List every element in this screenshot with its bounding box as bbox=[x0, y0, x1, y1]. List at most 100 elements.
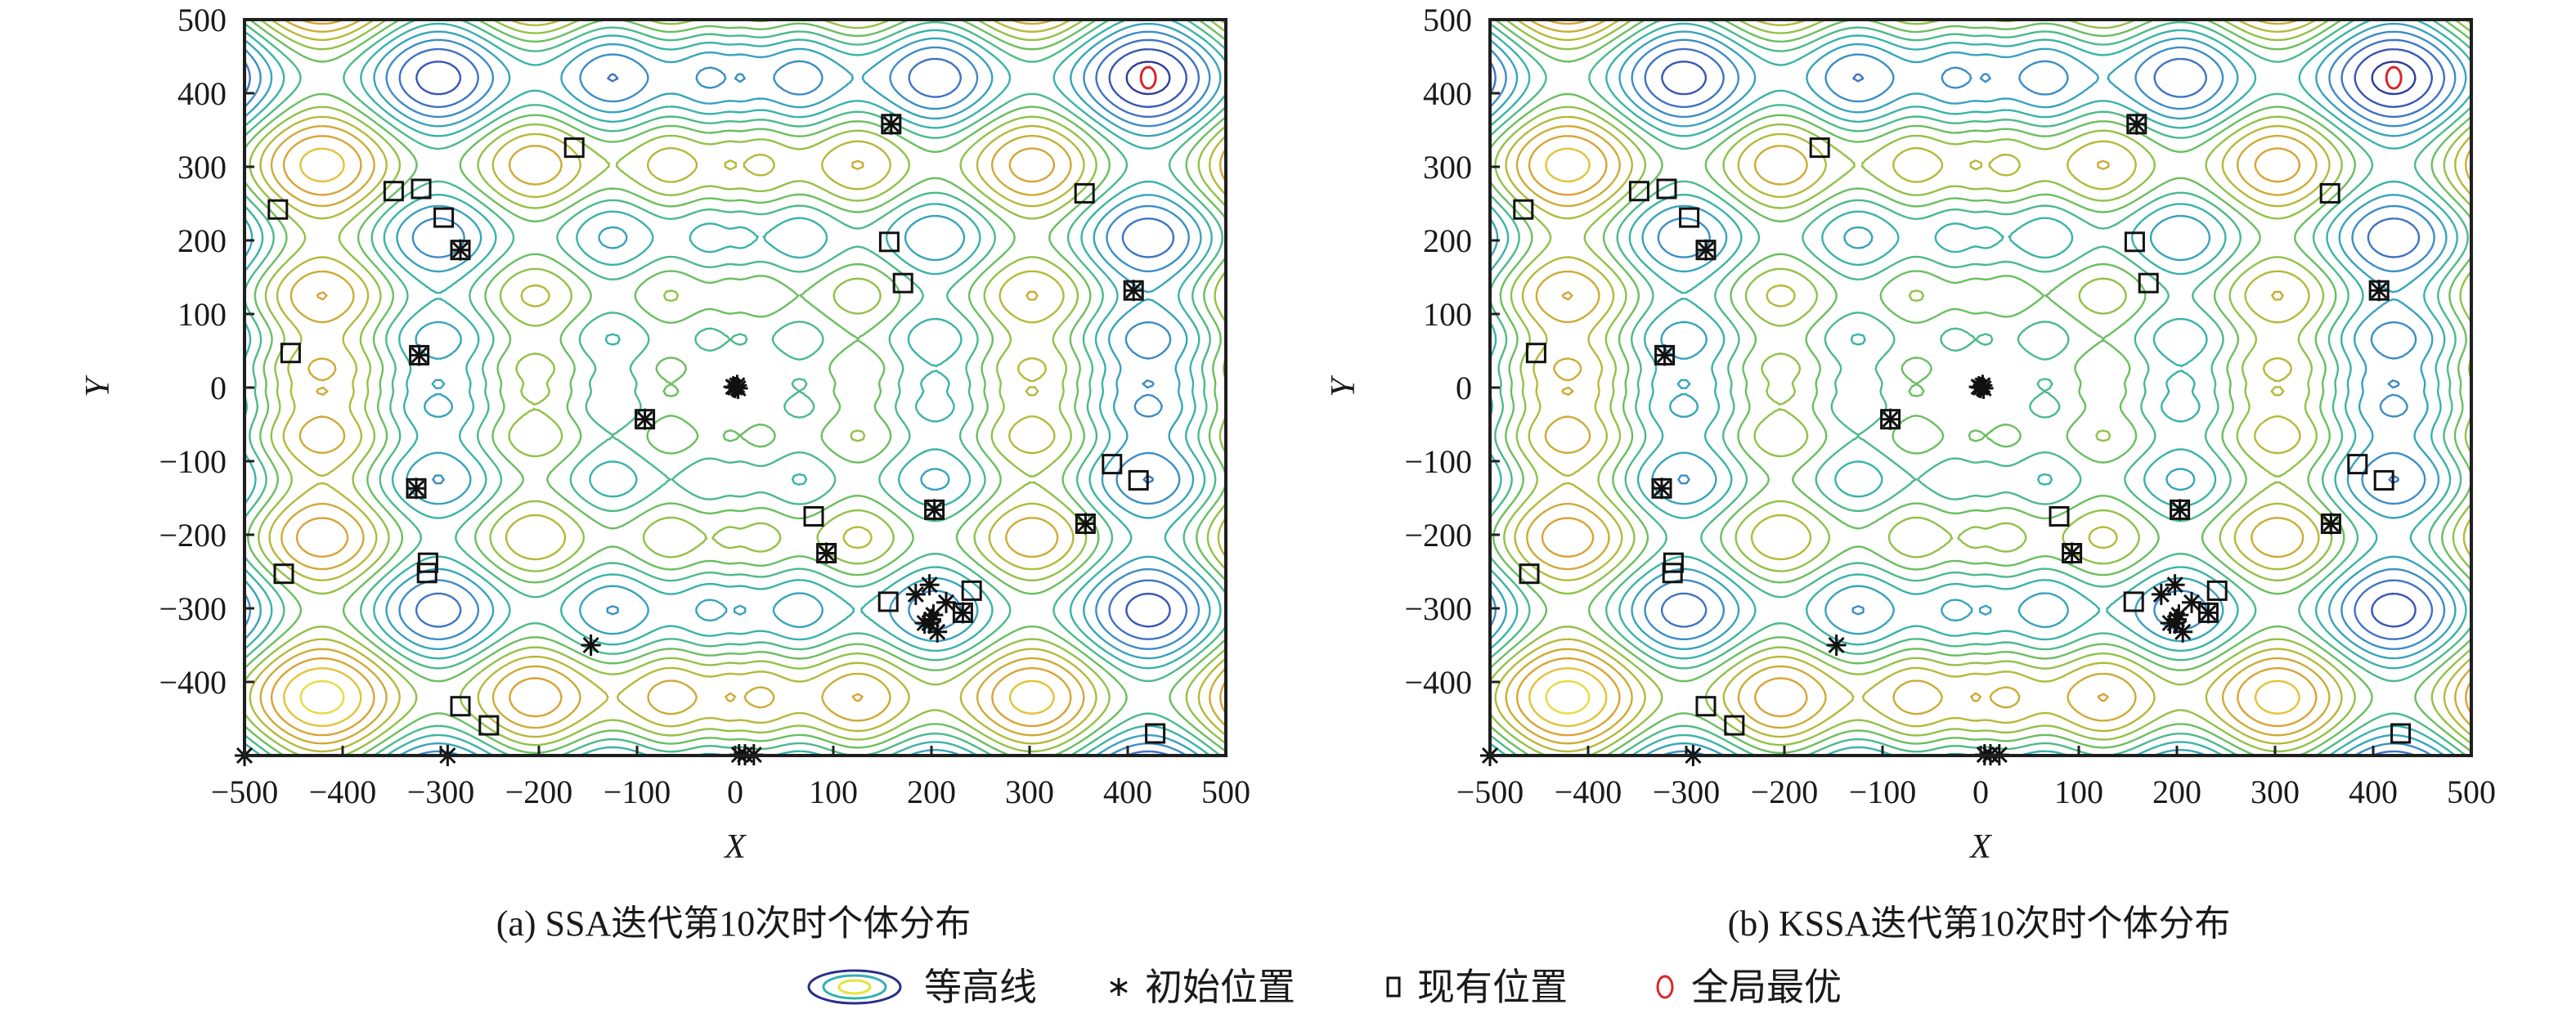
initial-position-marker bbox=[581, 635, 601, 656]
initial-position-marker bbox=[816, 542, 837, 564]
square-icon bbox=[1386, 976, 1401, 998]
legend-label: 全局最优 bbox=[1691, 966, 1842, 1008]
x-tick-label: −500 bbox=[1456, 774, 1524, 810]
contour-line bbox=[299, 679, 345, 715]
current-position-marker bbox=[267, 199, 289, 220]
legend-label: 等高线 bbox=[924, 966, 1037, 1008]
global-best-marker bbox=[2385, 65, 2403, 90]
current-position-marker bbox=[1075, 513, 1096, 534]
initial-position-marker bbox=[953, 602, 973, 624]
current-position-marker bbox=[1695, 240, 1717, 261]
panel-a: −500 −400 −300 −200 −100 0 100 200 300 400 500 −40… bbox=[79, 2, 1250, 944]
initial-position-marker bbox=[2321, 513, 2341, 535]
current-position-marker bbox=[803, 506, 824, 527]
legend: 等高线 初始位置 现有位置 全局最优 bbox=[807, 966, 1842, 1008]
x-tick-label: −200 bbox=[505, 774, 573, 810]
x-tick-label: −400 bbox=[309, 774, 377, 810]
marker-layer bbox=[1480, 65, 2412, 766]
initial-position-marker bbox=[2369, 280, 2390, 302]
y-tick-label: 300 bbox=[177, 149, 227, 186]
current-position-marker bbox=[1519, 563, 1540, 585]
initial-position-marker bbox=[409, 344, 429, 366]
current-position-marker bbox=[273, 563, 294, 585]
x-tick-label: −500 bbox=[211, 774, 279, 810]
current-position-marker bbox=[1628, 181, 1649, 202]
initial-position-marker bbox=[2198, 602, 2219, 624]
x-tick-label: 100 bbox=[2054, 774, 2103, 810]
current-position-marker bbox=[416, 563, 438, 584]
legend-item-contour: 等高线 bbox=[807, 966, 1037, 1008]
y-tick-labels: −400 −300 −200 −100 0 100 200 300 400 500 bbox=[159, 2, 227, 701]
current-position-marker bbox=[1654, 344, 1676, 365]
legend-label: 初始位置 bbox=[1145, 966, 1295, 1008]
initial-position-marker bbox=[406, 478, 426, 500]
current-position-marker bbox=[2170, 499, 2191, 520]
x-tick-label: 400 bbox=[2349, 774, 2398, 810]
initial-position-marker bbox=[881, 113, 901, 135]
contour-layer bbox=[1490, 20, 2471, 756]
current-position-marker bbox=[2347, 454, 2368, 475]
contour-line bbox=[1490, 38, 2446, 756]
x-axis-label: X bbox=[723, 828, 747, 866]
y-tick-label: 0 bbox=[1456, 370, 1472, 406]
initial-position-marker bbox=[2151, 583, 2171, 605]
y-tick-label: −200 bbox=[1404, 517, 1472, 554]
circle-icon bbox=[1656, 975, 1674, 999]
y-tick-label: 100 bbox=[1423, 296, 1472, 333]
current-position-marker bbox=[417, 552, 438, 573]
current-position-marker bbox=[1695, 696, 1717, 717]
contour-line bbox=[1515, 20, 2471, 737]
legend-item-global-best: 全局最优 bbox=[1656, 966, 1842, 1008]
panel-caption: (a) SSA迭代第10次时个体分布 bbox=[496, 904, 972, 944]
x-tick-label: 0 bbox=[727, 774, 743, 810]
x-tick-labels: −500 −400 −300 −200 −100 0 100 200 300 400 500 bbox=[1456, 774, 2496, 810]
legend-label: 现有位置 bbox=[1417, 966, 1568, 1008]
marker-layer bbox=[235, 65, 1166, 766]
initial-position-marker bbox=[1124, 280, 1144, 302]
contour-line bbox=[1494, 20, 2471, 753]
current-position-marker bbox=[961, 580, 982, 601]
current-position-marker bbox=[450, 696, 471, 717]
initial-position-marker bbox=[922, 608, 941, 630]
y-tick-label: 200 bbox=[177, 222, 227, 259]
current-position-marker bbox=[878, 231, 900, 253]
panel-b: −500 −400 −300 −200 −100 0 100 200 300 400 500 −40… bbox=[1325, 2, 2496, 944]
contour-line bbox=[1490, 20, 2471, 756]
initial-position-marker bbox=[905, 583, 926, 605]
x-tick-label: 300 bbox=[2251, 774, 2300, 810]
y-tick-label: 500 bbox=[1423, 2, 1472, 38]
current-position-marker bbox=[1724, 715, 1745, 736]
initial-position-marker bbox=[2182, 591, 2201, 613]
y-tick-label: 500 bbox=[177, 2, 227, 38]
current-position-marker bbox=[2126, 114, 2147, 135]
x-tick-label: 500 bbox=[2447, 774, 2496, 810]
initial-position-marker bbox=[1973, 377, 1994, 399]
x-tick-label: 500 bbox=[1201, 774, 1250, 810]
current-position-marker bbox=[450, 240, 471, 261]
initial-position-marker bbox=[2126, 113, 2147, 135]
current-position-marker bbox=[2373, 469, 2394, 491]
current-position-marker bbox=[1128, 469, 1149, 491]
contour-line bbox=[1661, 48, 2433, 628]
contour-line bbox=[1490, 20, 2471, 756]
y-tick-labels: −400 −300 −200 −100 0 100 200 300 400 500 bbox=[1404, 2, 1472, 701]
y-tick-label: 400 bbox=[1423, 75, 1472, 112]
initial-position-marker bbox=[2167, 608, 2187, 630]
current-position-marker bbox=[1074, 182, 1095, 204]
y-tick-label: −300 bbox=[159, 590, 227, 627]
legend-item-current: 现有位置 bbox=[1386, 966, 1568, 1008]
x-tick-label: −400 bbox=[1555, 774, 1622, 810]
contour-icon bbox=[807, 969, 902, 1005]
contour-line bbox=[1505, 20, 2471, 745]
y-tick-label: −400 bbox=[1404, 664, 1472, 701]
x-tick-label: −300 bbox=[1653, 774, 1721, 810]
contour-line bbox=[1490, 20, 2471, 756]
contour-line bbox=[270, 20, 1226, 737]
initial-position-marker bbox=[919, 574, 940, 596]
initial-position-marker bbox=[1075, 513, 1096, 535]
current-position-marker bbox=[280, 343, 301, 364]
contour-line bbox=[245, 20, 1226, 756]
contour-line bbox=[1125, 61, 1171, 96]
current-position-marker bbox=[478, 715, 500, 736]
